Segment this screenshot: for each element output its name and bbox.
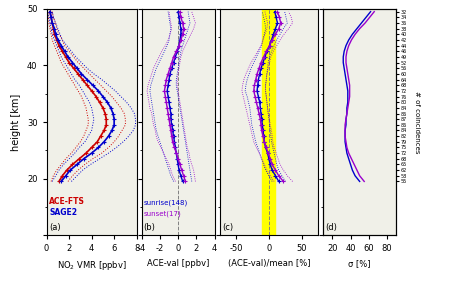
- X-axis label: NO$_2$ VMR [ppbv]: NO$_2$ VMR [ppbv]: [57, 259, 126, 272]
- Bar: [262, 9, 275, 235]
- Text: (a): (a): [49, 223, 61, 232]
- Text: SAGE2: SAGE2: [49, 208, 77, 217]
- Text: sunset(17): sunset(17): [144, 211, 181, 217]
- Text: (b): (b): [144, 223, 155, 232]
- Text: (c): (c): [222, 223, 233, 232]
- Y-axis label: # of coincidences: # of coincidences: [414, 91, 420, 153]
- X-axis label: σ [%]: σ [%]: [349, 259, 371, 268]
- Text: (d): (d): [325, 223, 337, 232]
- Y-axis label: height [km]: height [km]: [11, 93, 21, 151]
- X-axis label: ACE-val [ppbv]: ACE-val [ppbv]: [147, 259, 209, 268]
- Text: ACE-FTS: ACE-FTS: [49, 197, 85, 206]
- Text: sunrise(148): sunrise(148): [144, 199, 188, 206]
- X-axis label: (ACE-val)/mean [%]: (ACE-val)/mean [%]: [227, 259, 310, 268]
